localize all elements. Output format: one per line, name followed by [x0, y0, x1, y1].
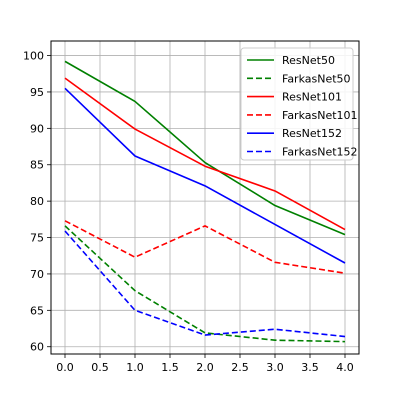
y-tick-label: 70 [30, 268, 44, 281]
x-tick-label: 4.0 [336, 361, 354, 374]
x-tick-label: 3.5 [301, 361, 319, 374]
legend-label: FarkasNet152 [282, 146, 358, 159]
x-tick-label: 0.0 [56, 361, 74, 374]
y-tick-label: 60 [30, 341, 44, 354]
legend-label: FarkasNet101 [282, 109, 358, 122]
series-line-farkasnet50 [64, 225, 346, 343]
x-tick-label: 0.5 [91, 361, 109, 374]
legend-label: ResNet152 [282, 127, 342, 140]
y-tick-label: 85 [30, 159, 44, 172]
series-lines [64, 60, 346, 343]
legend-label: ResNet101 [282, 91, 342, 104]
y-tick-label: 65 [30, 304, 44, 317]
y-tick-label: 75 [30, 232, 44, 245]
legend-label: FarkasNet50 [282, 72, 351, 85]
x-tick-label: 2.5 [231, 361, 249, 374]
y-tick-label: 80 [30, 195, 44, 208]
y-tick-label: 100 [23, 50, 44, 63]
x-axis: 0.0 0.5 1.0 1.5 2.0 2.5 3.0 3.5 4.0 [56, 354, 354, 374]
legend: ResNet50 FarkasNet50 ResNet101 FarkasNet101… [240, 47, 358, 161]
x-tick-label: 2.0 [196, 361, 214, 374]
y-tick-label: 95 [30, 86, 44, 99]
x-tick-label: 1.0 [126, 361, 144, 374]
y-axis: 60 65 70 75 80 85 90 95 100 [23, 50, 51, 354]
legend-box [240, 47, 354, 161]
legend-label: ResNet50 [282, 54, 335, 67]
y-tick-label: 90 [30, 122, 44, 135]
x-tick-label: 3.0 [266, 361, 284, 374]
x-tick-label: 1.5 [161, 361, 179, 374]
